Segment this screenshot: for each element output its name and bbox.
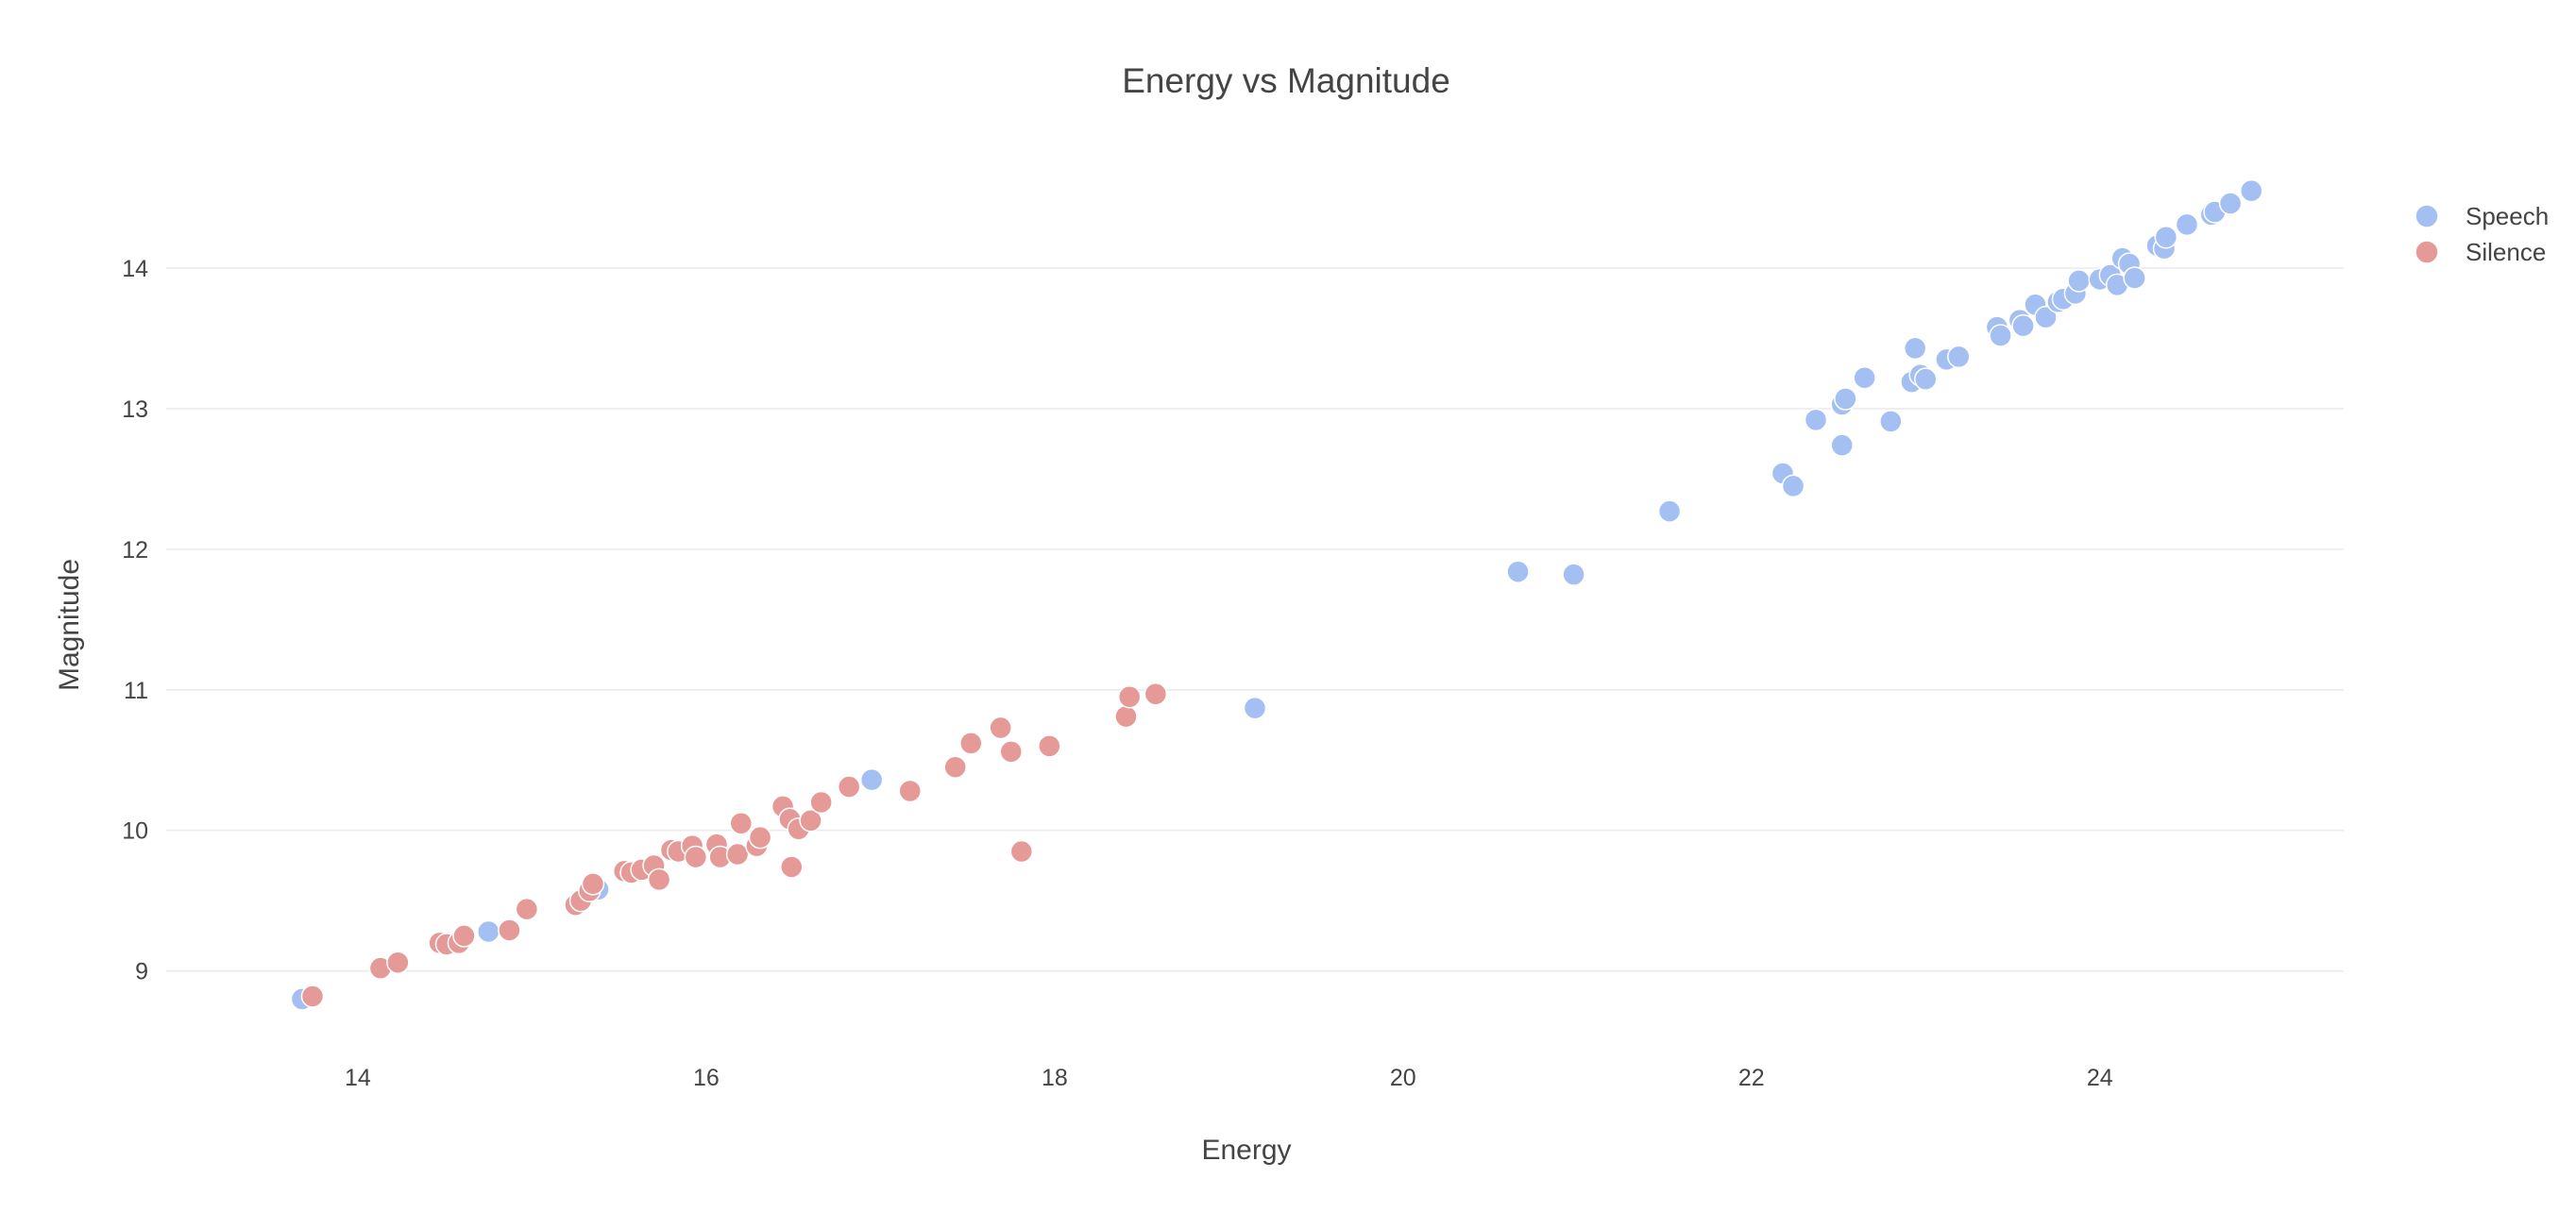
data-point-speech[interactable] — [1243, 696, 1267, 720]
legend-item-silence[interactable]: Silence — [2415, 238, 2546, 266]
data-point-silence[interactable] — [959, 732, 983, 755]
x-tick-label: 18 — [1042, 1065, 1068, 1091]
data-point-silence[interactable] — [684, 845, 708, 869]
x-tick-label: 24 — [2087, 1065, 2113, 1091]
data-point-speech[interactable] — [2034, 305, 2058, 329]
y-axis-label: Magnitude — [54, 559, 85, 691]
data-point-silence[interactable] — [898, 779, 922, 803]
data-point-silence[interactable] — [647, 867, 671, 892]
data-point-silence[interactable] — [809, 790, 833, 815]
legend-marker-silence — [2415, 240, 2439, 264]
x-tick-label: 20 — [1390, 1065, 1416, 1091]
x-axis-ticks: 14 16 18 20 22 24 — [345, 1065, 2113, 1091]
y-tick-label: 10 — [122, 818, 148, 845]
y-tick-label: 9 — [135, 959, 148, 985]
data-point-speech[interactable] — [2011, 313, 2035, 338]
x-axis-label: Energy — [1201, 1135, 1291, 1166]
data-point-silence[interactable] — [1114, 704, 1138, 729]
data-point-speech[interactable] — [1830, 433, 1854, 457]
data-point-silence[interactable] — [498, 918, 521, 942]
legend-marker-speech — [2415, 204, 2439, 228]
data-point-silence[interactable] — [1038, 734, 1061, 758]
y-axis-ticks: 9 10 11 12 13 14 — [122, 256, 148, 985]
legend-label-silence: Silence — [2466, 238, 2546, 266]
data-point-speech[interactable] — [859, 767, 884, 792]
data-point-speech[interactable] — [477, 919, 500, 944]
data-point-silence[interactable] — [780, 855, 804, 879]
data-point-speech[interactable] — [1781, 474, 1805, 498]
data-point-silence[interactable] — [515, 897, 539, 921]
gridlines — [166, 267, 2344, 972]
y-tick-label: 11 — [124, 678, 148, 704]
data-point-silence[interactable] — [300, 985, 325, 1008]
data-point-silence[interactable] — [748, 825, 772, 850]
data-point-speech[interactable] — [2239, 178, 2263, 203]
x-tick-label: 16 — [693, 1065, 720, 1091]
data-point-speech[interactable] — [1913, 367, 1938, 391]
data-point-speech[interactable] — [2067, 269, 2091, 293]
data-point-speech[interactable] — [1989, 324, 2012, 347]
data-point-speech[interactable] — [1506, 560, 1530, 583]
data-point-silence[interactable] — [999, 740, 1023, 764]
data-point-speech[interactable] — [1879, 410, 1903, 433]
series-silence — [300, 682, 1168, 1008]
legend: Speech Silence — [2415, 202, 2549, 266]
x-tick-label: 22 — [1738, 1065, 1765, 1091]
data-point-speech[interactable] — [1947, 345, 1971, 369]
legend-label-speech: Speech — [2466, 202, 2549, 230]
chart-title: Energy vs Magnitude — [1122, 61, 1450, 100]
data-point-silence[interactable] — [729, 812, 754, 835]
data-point-speech[interactable] — [2218, 192, 2243, 215]
data-point-silence[interactable] — [386, 951, 410, 974]
data-point-speech[interactable] — [2154, 226, 2178, 249]
data-point-silence[interactable] — [799, 809, 822, 833]
y-tick-label: 13 — [122, 396, 148, 423]
data-point-speech[interactable] — [1834, 387, 1857, 411]
data-point-silence[interactable] — [581, 872, 605, 896]
data-point-speech[interactable] — [1562, 563, 1585, 586]
data-point-silence[interactable] — [989, 715, 1012, 740]
data-point-speech[interactable] — [1804, 408, 1828, 432]
data-point-silence[interactable] — [1117, 684, 1142, 709]
legend-item-speech[interactable]: Speech — [2415, 202, 2549, 230]
x-tick-label: 14 — [345, 1065, 371, 1091]
data-point-silence[interactable] — [1144, 682, 1168, 706]
y-tick-label: 14 — [122, 256, 148, 282]
data-point-speech[interactable] — [1853, 365, 1876, 390]
data-point-speech[interactable] — [2175, 212, 2199, 237]
data-point-silence[interactable] — [725, 842, 750, 867]
data-point-silence[interactable] — [452, 924, 476, 948]
data-point-speech[interactable] — [2123, 266, 2146, 290]
data-point-speech[interactable] — [1903, 336, 1927, 361]
data-point-speech[interactable] — [1657, 499, 1682, 523]
data-points — [290, 178, 2263, 1011]
data-point-silence[interactable] — [1009, 839, 1034, 864]
data-point-silence[interactable] — [943, 755, 967, 779]
y-tick-label: 12 — [122, 537, 148, 564]
data-point-silence[interactable] — [837, 775, 861, 799]
